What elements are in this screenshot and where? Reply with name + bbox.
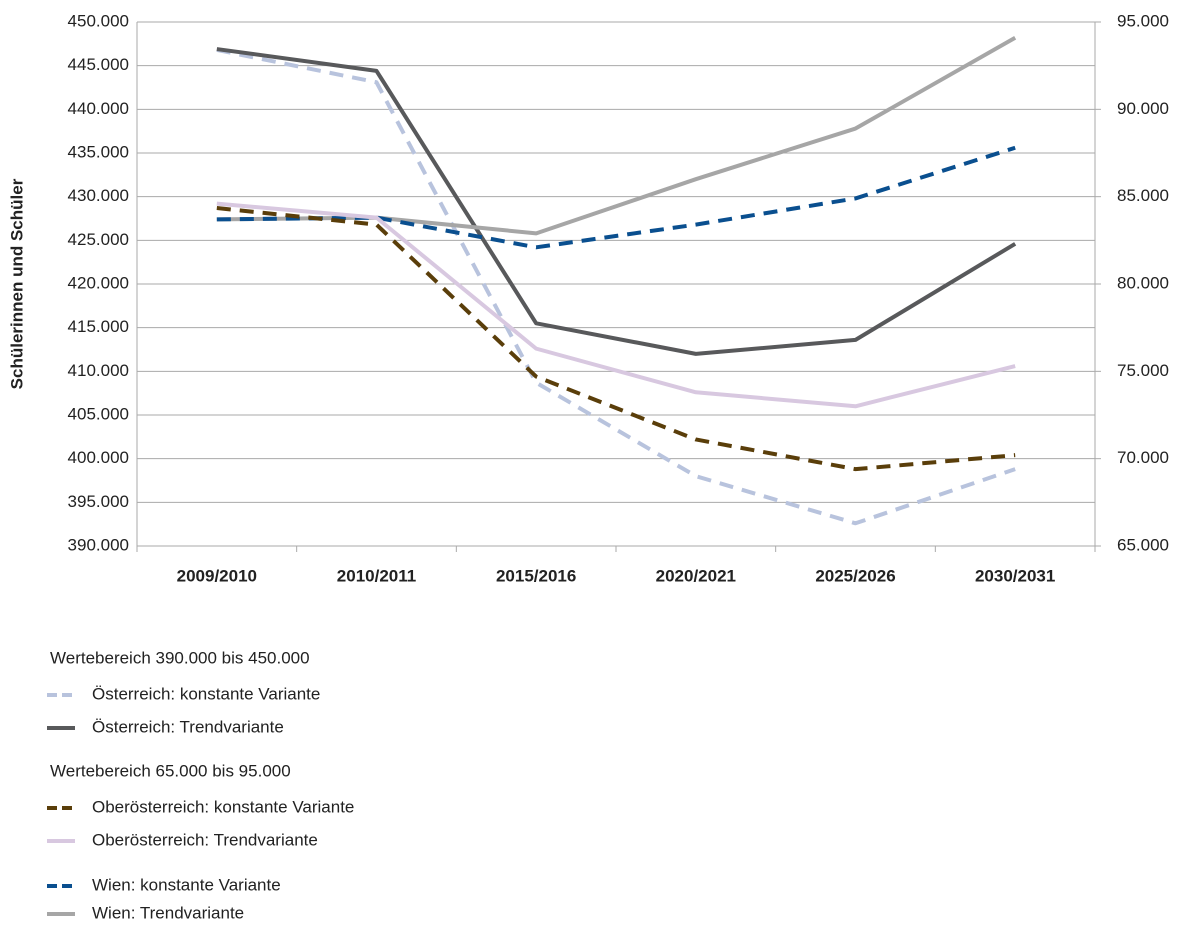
- y2-tick-label: 90.000: [1117, 99, 1169, 118]
- y-tick-label: 395.000: [68, 492, 129, 511]
- y-axis-label: Schülerinnen und Schüler: [7, 178, 26, 389]
- y-tick-label: 425.000: [68, 230, 129, 249]
- y2-tick-label: 85.000: [1117, 186, 1169, 205]
- line: [216, 206, 1016, 472]
- x-tick-label: 2025/2026: [815, 566, 895, 585]
- line: [216, 145, 1016, 250]
- y-tick-label: 420.000: [68, 273, 129, 292]
- y-tick-label: 445.000: [68, 55, 129, 74]
- legend-heading: Wertebereich 65.000 bis 95.000: [50, 761, 291, 780]
- legend-label: Österreich: konstante Variante: [92, 684, 320, 703]
- y-tick-label: 450.000: [68, 11, 129, 30]
- legend-label: Oberösterreich: konstante Variante: [92, 797, 354, 816]
- legend-label: Österreich: Trendvariante: [92, 717, 284, 736]
- x-tick-label: 2015/2016: [496, 566, 576, 585]
- y2-tick-label: 95.000: [1117, 11, 1169, 30]
- y-tick-label: 415.000: [68, 317, 129, 336]
- y-tick-label: 405.000: [68, 404, 129, 423]
- y-tick-label: 440.000: [68, 99, 129, 118]
- line: [216, 201, 1016, 409]
- x-tick-label: 2010/2011: [337, 566, 416, 585]
- y-tick-label: 400.000: [68, 448, 129, 467]
- line: [216, 47, 1016, 526]
- y2-tick-label: 80.000: [1117, 273, 1169, 292]
- line: [216, 35, 1017, 236]
- legend-label: Wien: konstante Variante: [92, 875, 281, 894]
- legend-label: Oberösterreich: Trendvariante: [92, 830, 318, 849]
- y-tick-label: 410.000: [68, 361, 129, 380]
- legend-label: Wien: Trendvariante: [92, 903, 244, 922]
- x-tick-label: 2020/2021: [656, 566, 736, 585]
- y2-tick-label: 65.000: [1117, 535, 1169, 554]
- x-tick-label: 2009/2010: [177, 566, 257, 585]
- line: [216, 47, 1017, 356]
- y-tick-label: 435.000: [68, 142, 129, 161]
- x-tick-label: 2030/2031: [975, 566, 1055, 585]
- legend-heading: Wertebereich 390.000 bis 450.000: [50, 648, 310, 667]
- y-tick-label: 390.000: [68, 535, 129, 554]
- y2-tick-label: 70.000: [1117, 448, 1169, 467]
- y2-tick-label: 75.000: [1117, 361, 1169, 380]
- y-tick-label: 430.000: [68, 186, 129, 205]
